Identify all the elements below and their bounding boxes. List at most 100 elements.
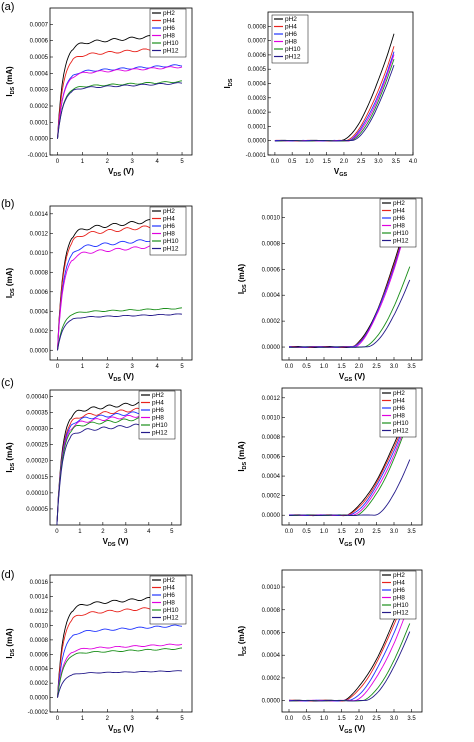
x-tick-label: 2.5	[357, 159, 366, 165]
y-tick-label: 0.0007	[248, 39, 267, 45]
y-tick-label: 0.0006	[262, 455, 281, 461]
y-tick-label: 0.00035	[26, 411, 48, 417]
x-axis-label: VDS (V)	[108, 372, 134, 383]
y-tick-label: 0.0002	[262, 319, 281, 325]
x-tick-label: 2	[106, 716, 110, 722]
legend-label: pH4	[163, 18, 175, 25]
legend-label: pH6	[393, 405, 405, 412]
x-axis-label: VGS (V)	[339, 724, 366, 735]
legend-box	[138, 390, 176, 440]
chart-8: 0.0 0.5 1.0 1.5 2.0 2.5 3.0 3.5 0.0000 0.0002 0.00…	[237, 569, 423, 735]
legend-label: pH4	[163, 585, 175, 592]
x-tick-label: 1.0	[320, 529, 329, 535]
x-tick-label: 0.5	[302, 529, 311, 535]
y-tick-label: 0.0000	[262, 513, 281, 519]
x-tick-label: 1	[78, 529, 82, 535]
y-tick-label: 0.0000	[262, 345, 281, 351]
x-tick-label: 4	[155, 159, 159, 165]
legend-label: pH12	[163, 246, 179, 253]
legend-label: pH8	[393, 223, 405, 230]
legend-label: pH10	[152, 422, 168, 429]
series-line-ph10	[57, 307, 183, 351]
y-tick-label: 0.0006	[248, 53, 267, 59]
legend-box	[379, 388, 417, 438]
legend-label: pH10	[285, 46, 301, 53]
legend-label: pH10	[393, 420, 409, 427]
series-line-ph12	[57, 313, 183, 351]
legend-label: pH6	[163, 223, 175, 230]
x-tick-label: 2	[106, 159, 110, 165]
x-axis-label: VDS (V)	[108, 167, 134, 178]
y-tick-label: 0.0002	[30, 329, 49, 335]
x-tick-label: 4	[155, 716, 159, 722]
y-tick-label: 0.0005	[30, 55, 49, 61]
y-tick-label: 0.0004	[30, 667, 49, 673]
y-tick-label: 0.0008	[248, 24, 267, 30]
legend-label: pH12	[393, 238, 409, 245]
x-tick-label: 3.0	[374, 159, 383, 165]
legend-label: pH12	[285, 54, 301, 61]
x-tick-label: 5	[180, 716, 184, 722]
x-tick-label: 3	[131, 364, 135, 370]
y-tick-label: -0.0001	[28, 153, 49, 159]
x-tick-label: 4	[147, 529, 151, 535]
series-line-ph6	[57, 624, 183, 698]
y-tick-label: 0.0000	[30, 348, 49, 354]
y-tick-label: 0.0002	[30, 681, 49, 687]
y-tick-label: 0.0006	[30, 652, 49, 658]
y-tick-label: 0.0010	[262, 415, 281, 421]
x-tick-label: 0	[56, 364, 60, 370]
x-tick-label: 1	[81, 364, 85, 370]
y-tick-label: 0.0001	[248, 124, 267, 130]
y-tick-label: 0.0005	[248, 67, 267, 73]
y-tick-label: 0.0004	[248, 82, 267, 88]
plot-frame	[281, 569, 423, 713]
x-tick-label: 1.0	[320, 364, 329, 370]
x-tick-label: 4	[155, 364, 159, 370]
x-tick-label: 0.0	[285, 364, 294, 370]
legend-label: pH12	[393, 428, 409, 435]
series-line-ph4	[57, 45, 183, 139]
series-line-ph10	[289, 266, 411, 348]
plot-frame	[49, 389, 182, 526]
legend-box	[379, 198, 417, 248]
y-tick-label: 0.0014	[30, 212, 49, 218]
series-line-ph12	[289, 631, 411, 702]
x-tick-label: 1.5	[337, 716, 346, 722]
x-tick-label: 0.5	[302, 716, 311, 722]
y-tick-label: 0.00015	[26, 475, 48, 481]
y-tick-label: 0.0007	[30, 22, 49, 28]
plot-frame	[281, 197, 423, 361]
x-tick-label: 3.0	[390, 364, 399, 370]
legend-label: pH6	[285, 31, 297, 38]
y-tick-label: 0.0012	[30, 231, 49, 237]
x-tick-label: 2.0	[340, 159, 349, 165]
series-line-ph10	[57, 647, 183, 698]
legend-label: pH2	[163, 577, 175, 584]
legend-label: pH4	[285, 24, 297, 31]
chart-7: 0 1 2 3 4 5 -0.0002 0.0000 0.0002 0.0004 0.0006 0.0…	[5, 574, 193, 735]
x-tick-label: 1.0	[320, 716, 329, 722]
plot-frame	[49, 7, 193, 156]
series-line-ph8	[57, 243, 183, 351]
y-axis-label: IDS (mA)	[237, 626, 248, 657]
x-tick-label: 3.5	[407, 716, 416, 722]
y-tick-label: 0.0006	[30, 290, 49, 296]
x-tick-label: 4.0	[409, 159, 418, 165]
x-tick-label: 3.5	[392, 159, 401, 165]
panel-label-c: (c)	[1, 377, 14, 389]
x-axis-label: VGS (V)	[339, 537, 366, 548]
series-line-ph12	[57, 82, 183, 139]
legend-label: pH12	[163, 48, 179, 55]
x-tick-label: 5	[180, 364, 184, 370]
legend-label: pH4	[393, 580, 405, 587]
legend-label: pH6	[163, 592, 175, 599]
x-tick-label: 1.5	[323, 159, 332, 165]
y-tick-label: 0.0006	[30, 39, 49, 45]
x-tick-label: 2.5	[372, 716, 381, 722]
y-axis-label: IDS (mA)	[237, 441, 248, 472]
legend-label: pH8	[163, 600, 175, 607]
y-tick-label: 0.00005	[26, 507, 48, 513]
legend-label: pH2	[163, 10, 175, 17]
y-tick-label: 0.0002	[248, 110, 267, 116]
